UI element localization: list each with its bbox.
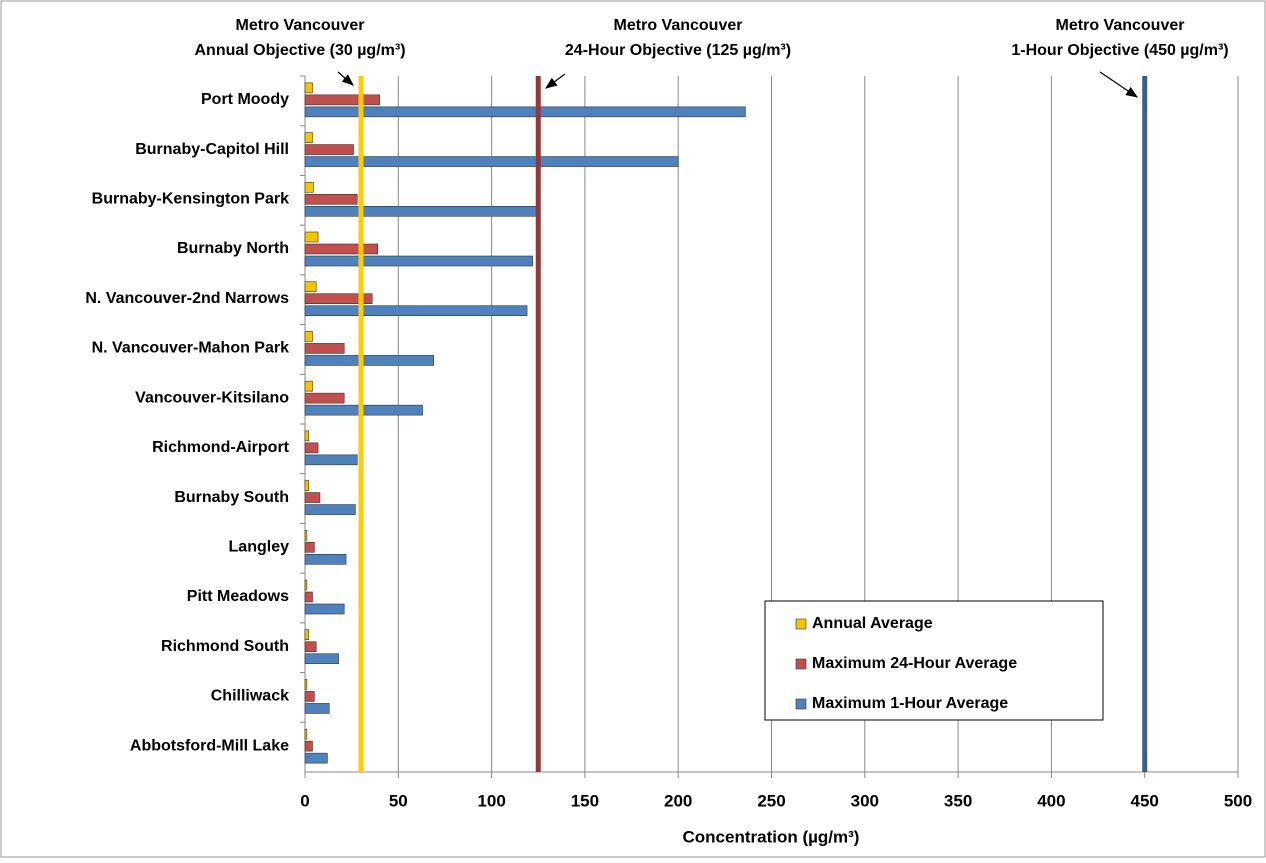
bar [304,653,339,665]
bar [304,331,313,342]
bar [304,205,541,217]
bar [304,504,356,515]
bar [304,243,379,255]
bar [304,740,313,752]
y-tick-label: N. Vancouver-Mahon Park [92,340,289,357]
bar [304,679,308,690]
legend-swatch [795,618,807,630]
bar [304,94,380,106]
bar [304,281,317,293]
legend-box [764,600,1104,721]
reference-label: 1-Hour Objective (450 µg/m³) [1011,42,1228,59]
x-tick-label: 350 [944,791,972,810]
x-tick-label: 0 [300,791,309,810]
x-tick-label: 250 [757,791,785,810]
reference-label: Metro Vancouver [1056,17,1185,34]
reference-label: Metro Vancouver [614,17,743,34]
bar [304,591,313,603]
arrow [337,71,354,86]
bar [304,193,358,205]
bar [304,480,310,491]
bar [304,293,373,305]
y-tick-label: Richmond South [161,638,289,655]
y-tick-label: Abbotsford-Mill Lake [130,737,289,754]
x-tick-label: 50 [389,791,408,810]
bar [304,305,528,317]
bar [304,529,308,541]
x-tick-label: 500 [1224,791,1252,810]
y-tick-label: Burnaby-Capitol Hill [135,141,289,158]
legend-label: Maximum 24-Hour Average [812,655,1017,672]
bar [304,132,313,143]
reference-label: 24-Hour Objective (125 µg/m³) [565,42,791,59]
bar [304,255,533,267]
y-tick-label: Pitt Meadows [187,588,289,605]
legend-label: Annual Average [812,615,933,632]
x-tick-label: 300 [851,791,879,810]
y-tick-label: Burnaby North [177,240,289,257]
y-tick-label: Burnaby South [174,489,289,506]
bar [304,752,328,764]
arrow [1099,71,1138,98]
bar [304,553,347,565]
bar [304,703,330,714]
x-tick-label: 150 [571,791,599,810]
bar [304,430,310,442]
reference-label: Annual Objective (30 µg/m³) [194,42,405,59]
legend-swatch [795,698,807,710]
bar [304,629,310,641]
x-tick-label: 450 [1131,791,1159,810]
bar [304,691,315,702]
legend-label: Maximum 1-Hour Average [812,695,1008,712]
bar [304,106,746,118]
bar [304,82,313,94]
bar [304,541,315,553]
reference-label: Metro Vancouver [236,17,365,34]
bar [304,144,354,155]
bar [304,343,345,354]
bar [304,442,319,454]
bar [304,404,423,416]
y-tick-label: Port Moody [201,91,289,108]
y-tick-label: Burnaby-Kensington Park [92,191,289,208]
x-tick-label: 200 [664,791,692,810]
bar [304,454,358,466]
bar [304,181,314,193]
bar [304,603,345,615]
x-tick-label: 100 [477,791,505,810]
y-tick-label: Langley [229,539,290,556]
x-axis-title: Concentration (µg/m³) [683,827,860,846]
legend-swatch [795,658,807,670]
y-tick-label: Richmond-Airport [152,439,290,456]
bar [304,355,435,366]
bar [304,392,345,404]
y-tick-label: N. Vancouver-2nd Narrows [85,290,289,307]
x-tick-label: 400 [1037,791,1065,810]
y-tick-label: Chilliwack [211,688,289,705]
bar [304,579,308,591]
bar [304,156,679,167]
arrow [545,73,566,89]
bar [304,728,308,740]
bar [304,492,321,503]
bar [304,641,317,653]
y-tick-label: Vancouver-Kitsilano [135,389,289,406]
bar [304,380,313,392]
bar [304,231,319,243]
